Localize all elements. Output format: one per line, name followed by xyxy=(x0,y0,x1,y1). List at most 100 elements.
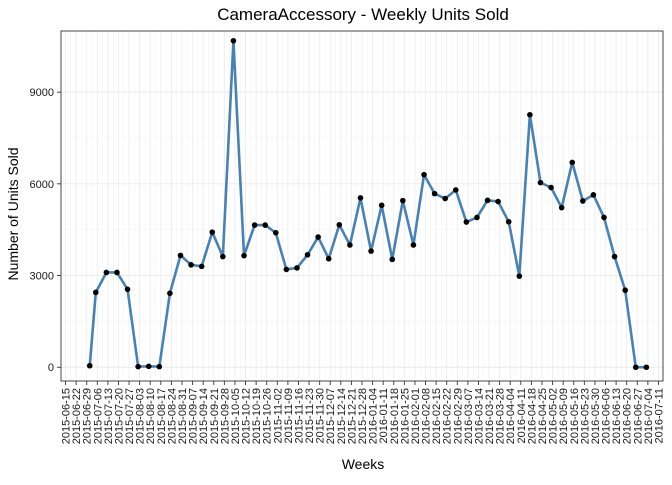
data-point xyxy=(325,255,332,262)
x-tick-label: 2016-03-07 xyxy=(463,388,475,444)
x-tick-label: 2016-05-16 xyxy=(569,388,581,444)
y-tick-label: 6000 xyxy=(30,179,54,191)
x-tick-label: 2016-06-13 xyxy=(611,388,623,444)
x-tick-label: 2015-11-23 xyxy=(304,388,316,443)
data-point xyxy=(336,222,343,228)
data-point xyxy=(601,214,607,221)
x-tick-label: 2016-07-11 xyxy=(653,388,665,443)
data-point xyxy=(463,219,470,225)
x-tick-label: 2015-07-27 xyxy=(124,388,136,444)
data-point xyxy=(124,286,131,293)
x-tick-label: 2015-10-05 xyxy=(230,388,242,444)
x-tick-label: 2016-06-06 xyxy=(601,388,613,444)
data-point xyxy=(378,202,385,209)
data-point xyxy=(357,195,364,201)
x-tick-label: 2015-11-02 xyxy=(272,388,284,443)
x-tick-label: 2015-11-16 xyxy=(293,388,305,443)
y-tick-label: 0 xyxy=(48,362,54,374)
data-point xyxy=(198,263,205,270)
data-point xyxy=(452,187,459,193)
x-tick-label: 2016-04-25 xyxy=(537,388,549,444)
x-tick-label: 2015-12-28 xyxy=(357,388,369,444)
x-tick-label: 2016-05-23 xyxy=(579,388,591,444)
data-point xyxy=(167,290,173,297)
data-point xyxy=(294,265,300,271)
x-tick-label: 2016-05-30 xyxy=(590,388,602,444)
data-point xyxy=(86,362,93,369)
x-tick-label: 2016-04-11 xyxy=(516,388,528,443)
x-tick-label: 2016-06-20 xyxy=(622,388,634,444)
data-points xyxy=(86,37,650,371)
x-tick-label: 2016-03-28 xyxy=(495,388,507,444)
data-point xyxy=(209,229,216,235)
x-tick-label: 2015-08-17 xyxy=(156,388,168,444)
x-tick-label: 2015-12-21 xyxy=(346,388,358,444)
y-tick-label: 3000 xyxy=(30,271,54,283)
data-point xyxy=(241,252,247,259)
data-point xyxy=(421,171,427,178)
x-tick-label: 2016-02-15 xyxy=(431,388,443,444)
x-tick-label: 2016-04-18 xyxy=(526,388,538,444)
x-tick-label: 2015-09-07 xyxy=(188,388,200,444)
data-point xyxy=(283,266,290,273)
data-point xyxy=(389,256,396,263)
x-tick-label: 2016-03-21 xyxy=(484,388,496,444)
data-point xyxy=(548,184,554,191)
x-tick-label: 2015-10-12 xyxy=(241,388,253,444)
y-axis-title: Number of Units Sold xyxy=(5,147,21,280)
data-point xyxy=(558,204,565,211)
data-point xyxy=(347,242,353,248)
data-point xyxy=(537,179,544,186)
x-tick-label: 2016-06-27 xyxy=(632,388,644,444)
x-tick-label: 2015-07-06 xyxy=(92,388,104,444)
x-tick-label: 2016-01-11 xyxy=(378,388,390,443)
chart-title: CameraAccessory - Weekly Units Sold xyxy=(217,5,509,24)
data-point xyxy=(622,287,628,294)
data-point xyxy=(230,37,237,44)
x-tick-label: 2015-12-07 xyxy=(325,388,337,444)
x-tick-label: 2015-06-22 xyxy=(71,388,83,444)
x-tick-label: 2015-11-30 xyxy=(315,388,327,443)
data-point xyxy=(643,364,650,371)
x-tick-label: 2015-09-14 xyxy=(198,388,210,444)
data-point xyxy=(188,262,194,268)
x-tick-label: 2015-12-14 xyxy=(336,388,348,444)
data-point xyxy=(505,218,512,225)
data-point xyxy=(632,364,639,371)
y-tick-label: 9000 xyxy=(30,87,54,99)
data-point xyxy=(177,252,184,259)
x-tick-label: 2016-02-29 xyxy=(452,388,464,444)
x-tick-label: 2016-04-04 xyxy=(505,388,517,444)
data-point xyxy=(516,273,523,279)
data-point xyxy=(400,197,406,204)
x-tick-label: 2016-07-04 xyxy=(643,388,655,444)
series-line xyxy=(88,39,647,369)
x-tick-label: 2015-07-20 xyxy=(113,388,125,444)
data-point xyxy=(251,222,258,228)
data-point xyxy=(114,269,120,276)
x-tick-label: 2015-08-31 xyxy=(177,388,189,444)
x-tick-label: 2016-01-18 xyxy=(389,388,401,444)
data-point xyxy=(410,242,417,248)
x-tick-label: 2015-09-21 xyxy=(209,388,221,444)
x-tick-label: 2016-02-22 xyxy=(442,388,454,444)
x-tick-label: 2015-08-10 xyxy=(145,388,157,444)
data-point xyxy=(431,190,438,197)
data-point xyxy=(262,222,269,228)
data-point xyxy=(611,253,618,260)
data-point xyxy=(135,363,141,370)
x-axis-title: Weeks xyxy=(342,456,385,472)
data-point xyxy=(92,289,99,296)
x-tick-label: 2016-01-04 xyxy=(368,388,380,444)
x-tick-label: 2016-01-25 xyxy=(399,388,411,444)
data-point xyxy=(590,192,597,198)
data-point xyxy=(145,363,152,370)
x-tick-label: 2016-03-14 xyxy=(473,388,485,444)
data-point xyxy=(156,363,163,370)
data-point xyxy=(495,198,501,205)
data-point xyxy=(220,253,226,260)
x-tick-label: 2016-02-08 xyxy=(421,388,433,444)
data-point xyxy=(484,197,491,204)
